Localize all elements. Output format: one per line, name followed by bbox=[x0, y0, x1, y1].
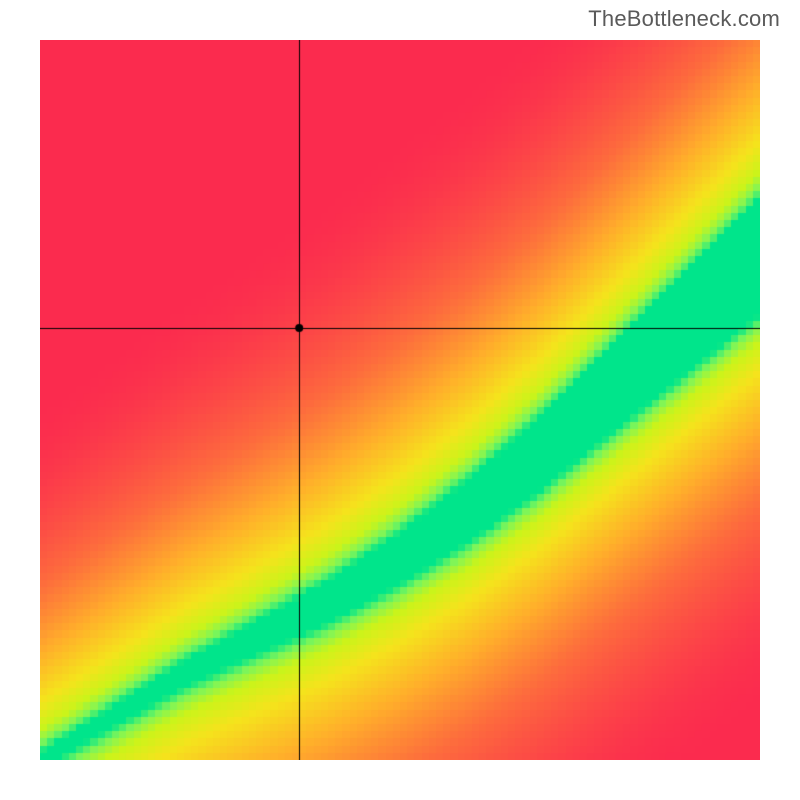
watermark-text: TheBottleneck.com bbox=[588, 6, 780, 32]
bottleneck-heatmap bbox=[40, 40, 760, 760]
